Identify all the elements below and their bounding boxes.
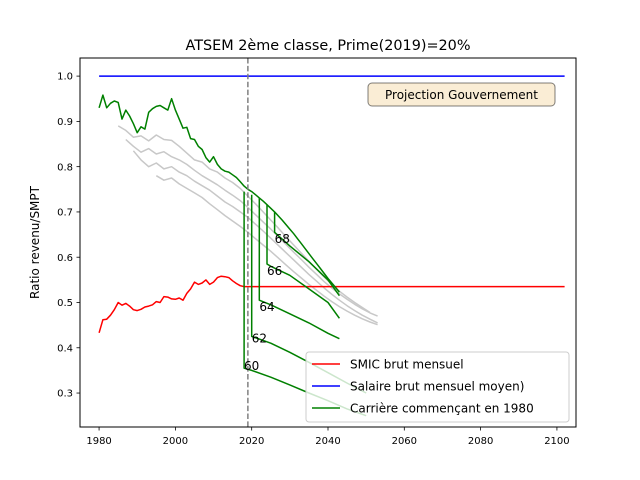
retirement-age-label: 64 bbox=[259, 300, 274, 314]
y-tick-label: 0.5 bbox=[57, 298, 73, 309]
y-tick-label: 1.0 bbox=[57, 72, 73, 83]
x-tick-label: 2000 bbox=[163, 436, 188, 447]
projection-annotation: Projection Gouvernement bbox=[367, 82, 556, 107]
legend-frame bbox=[305, 351, 570, 423]
retirement-age-label: 68 bbox=[275, 232, 290, 246]
y-tick-label: 0.4 bbox=[57, 343, 73, 354]
y-tick-label: 0.3 bbox=[57, 389, 73, 400]
series-line-autres-carrieres-3 bbox=[132, 150, 378, 324]
y-tick-label: 0.6 bbox=[57, 253, 73, 264]
annotation-box bbox=[367, 82, 556, 107]
legend-label: SMIC brut mensuel bbox=[350, 358, 464, 372]
annotation-text: Projection Gouvernement bbox=[385, 88, 538, 102]
x-tick-label: 1980 bbox=[86, 436, 111, 447]
retirement-age-label: 60 bbox=[244, 359, 259, 373]
x-tick-label: 2060 bbox=[392, 436, 417, 447]
x-tick-label: 2020 bbox=[239, 436, 264, 447]
legend-label: Salaire brut mensuel moyen) bbox=[350, 380, 524, 394]
retirement-age-label: 62 bbox=[252, 332, 267, 346]
series-line-pension-retraite-a-68-ans bbox=[273, 211, 341, 297]
legend: SMIC brut mensuel Salaire brut mensuel mo… bbox=[305, 351, 570, 423]
series-line-carriere-commencant-en-1980 bbox=[98, 94, 340, 293]
chart-title: ATSEM 2ème classe, Prime(2019)=20% bbox=[185, 38, 470, 54]
x-tick-label: 2040 bbox=[315, 436, 340, 447]
retirement-age-label: 66 bbox=[267, 264, 282, 278]
x-tick-label: 2100 bbox=[544, 436, 569, 447]
series-line-pension-retraite-a-64-ans bbox=[258, 197, 340, 340]
plot-frame bbox=[79, 57, 577, 428]
y-axis-label: Ratio revenu/SMPT bbox=[28, 185, 42, 299]
legend-label: Carrière commençant en 1980 bbox=[350, 402, 534, 416]
y-tick-label: 0.7 bbox=[57, 208, 73, 219]
y-tick-label: 0.8 bbox=[57, 162, 73, 173]
series-line-pension-retraite-a-66-ans bbox=[266, 204, 341, 319]
y-tick-label: 0.9 bbox=[57, 117, 73, 128]
x-tick-label: 2080 bbox=[468, 436, 493, 447]
